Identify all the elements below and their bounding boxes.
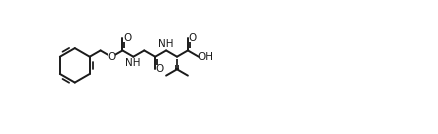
Text: NH: NH xyxy=(125,58,141,68)
Bar xyxy=(156,65,163,73)
Bar xyxy=(189,35,196,42)
Text: O: O xyxy=(107,52,116,62)
Bar xyxy=(108,53,115,61)
Bar xyxy=(161,40,170,48)
Bar xyxy=(124,35,131,42)
Bar xyxy=(201,53,210,61)
Text: OH: OH xyxy=(198,52,213,62)
Text: O: O xyxy=(155,64,164,74)
Bar xyxy=(128,59,137,67)
Text: O: O xyxy=(188,34,197,44)
Text: NH: NH xyxy=(158,39,173,49)
Text: O: O xyxy=(123,34,131,44)
